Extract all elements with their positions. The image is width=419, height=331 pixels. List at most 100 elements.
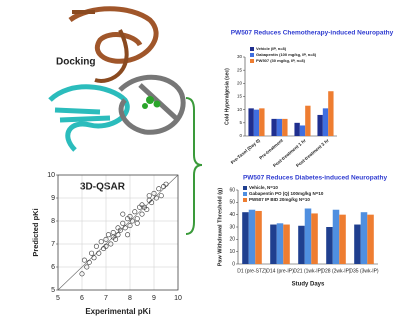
bar (299, 125, 306, 136)
bar (322, 108, 329, 136)
bracket (185, 97, 203, 235)
bar (317, 114, 323, 136)
bar (283, 224, 290, 264)
x-tick-label: 5 (56, 295, 60, 302)
x-tick-label: 8 (128, 295, 132, 302)
x-tick-label: D1 (pre-STZ) (237, 268, 267, 274)
y-axis-label: Predicted pKi (31, 208, 40, 256)
point (129, 218, 135, 224)
y-tick-label: 25 (237, 67, 243, 72)
y-tick-label: 10 (229, 249, 235, 255)
bar (270, 224, 277, 264)
point (144, 207, 150, 213)
legend-label: Gabapentin PO (Q) 100mg/kg N=10 (249, 191, 324, 196)
y-axis-label: Cold Hyperalgesia (sec) (224, 68, 230, 125)
x-tick-label: 9 (152, 295, 156, 302)
legend-swatch (250, 47, 254, 51)
point (86, 259, 92, 265)
y-tick-label: 7 (51, 241, 55, 248)
y-tick-label: 50 (229, 200, 235, 206)
bar (311, 213, 318, 264)
legend-label: Vehicle (IP, n=8) (256, 46, 287, 51)
point (113, 236, 119, 242)
point (103, 236, 109, 242)
y-tick-label: 15 (237, 94, 243, 99)
legend-label: PW507 (30 mg/kg, IP, n=8) (256, 58, 306, 63)
point (117, 227, 123, 233)
point (115, 232, 121, 238)
point (127, 223, 133, 229)
y-tick-label: 0 (239, 133, 242, 138)
bar (282, 118, 288, 136)
x-tick-label: 10 (174, 295, 182, 302)
y-tick-label: 10 (237, 107, 243, 112)
x-tick-label: 7 (104, 295, 108, 302)
point (79, 271, 85, 277)
plot-frame (57, 174, 179, 291)
bar (304, 208, 312, 264)
point (151, 190, 157, 196)
point (98, 239, 104, 245)
bar (367, 214, 374, 264)
chart-title: 3D-QSAR (80, 182, 126, 193)
bar (242, 212, 249, 264)
legend-label: Gabapentin (100 mg/kg, IP, n=8) (256, 52, 317, 57)
legend-swatch (250, 53, 254, 57)
point (134, 216, 140, 222)
ligand (142, 103, 148, 109)
chart-title: PW507 Reduces Diabetes-induced Neuropath… (243, 175, 388, 182)
bar (332, 209, 340, 264)
point (103, 243, 109, 249)
ligand (146, 96, 154, 104)
y-tick-label: 5 (51, 287, 55, 294)
point (89, 250, 95, 256)
y-tick-label: 20 (237, 81, 243, 86)
y-tick-label: 60 (229, 187, 235, 193)
point (132, 209, 138, 215)
point (91, 255, 97, 261)
y-tick-label: 8 (51, 218, 55, 225)
x-tick-label: D35 (3wk-IP) (349, 268, 379, 274)
x-axis-label: Study Days (292, 282, 325, 288)
point (139, 211, 145, 217)
point (84, 264, 90, 270)
y-tick-label: 20 (229, 237, 235, 243)
point (125, 232, 131, 238)
bar (271, 118, 277, 136)
bar (248, 209, 256, 264)
y-axis-label: Paw Withdrawal Threshold (g) (217, 188, 223, 267)
legend-swatch (243, 186, 247, 190)
bar (339, 214, 346, 264)
y-tick-label: 30 (229, 224, 235, 230)
bar (328, 91, 334, 136)
x-tick-label: D21 (1wk-IP) (293, 268, 323, 274)
ribbon-cyan (48, 84, 130, 152)
point (105, 232, 111, 238)
y-tick-label: 5 (239, 120, 242, 125)
y-tick-label: 0 (232, 261, 235, 267)
legend-swatch (243, 198, 247, 202)
x-tick-label: D28 (2wk-IP) (321, 268, 351, 274)
legend-label: Vehicle, N=10 (249, 185, 278, 190)
bar (360, 212, 368, 264)
x-axis-label: Experimental pKi (85, 307, 150, 316)
point (134, 220, 140, 226)
x-tick-label: 6 (80, 295, 84, 302)
x-tick-label: Pre-Taxol (Day 0) (230, 138, 262, 166)
bar (248, 108, 254, 136)
point (149, 200, 155, 206)
bar (255, 210, 262, 264)
bar (294, 122, 300, 136)
y-tick-label: 40 (229, 212, 235, 218)
y-tick-label: 30 (237, 54, 243, 59)
x-tick-label: D14 (pre-IP) (266, 268, 294, 274)
ligand (153, 100, 161, 108)
ribbon-brown (72, 10, 129, 83)
point (127, 213, 133, 219)
point (81, 257, 87, 263)
bar (354, 224, 361, 264)
docking-label: Docking (56, 57, 95, 68)
point (153, 195, 159, 201)
point (110, 230, 116, 236)
